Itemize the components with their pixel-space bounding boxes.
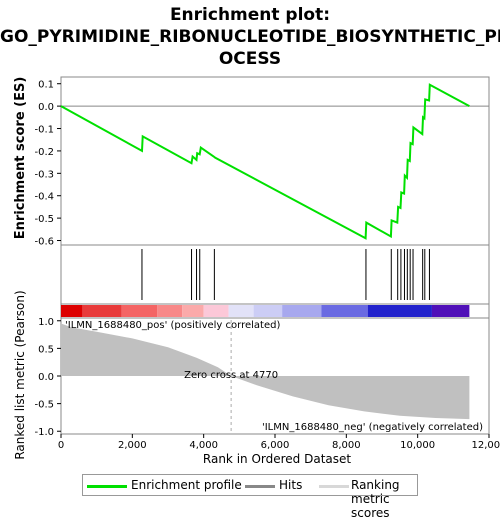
negative-correlation-label: 'ILMN_1688480_neg' (negatively correlate…: [262, 422, 483, 433]
metric-y-tick-label: -0.5: [34, 400, 54, 411]
x-tick-label: 2,000: [118, 440, 147, 451]
es-y-tick-label: -0.5: [34, 214, 54, 225]
color-bar-segment: [368, 305, 432, 317]
legend-label-enrichment-profile: Enrichment profile: [131, 478, 242, 492]
legend-swatch-enrichment-profile: [87, 485, 127, 488]
x-tick-label: 6,000: [261, 440, 290, 451]
color-bar-segment: [432, 305, 469, 317]
positive-correlation-label: 'ILMN_1688480_pos' (positively correlate…: [65, 320, 280, 331]
metric-y-tick-label: 0.0: [38, 372, 54, 383]
legend-swatch-hits: [245, 485, 275, 488]
legend-label-hits: Hits: [279, 478, 302, 492]
enrichment-plot: 0.1 0.0 -0.1 -0.2 -0.3 -0.4 -0.5 -0.6 1.0 0.5 0.0…: [0, 0, 500, 500]
color-bar-segment: [61, 305, 82, 317]
metric-y-tick-label: 0.5: [38, 344, 54, 355]
es-y-axis-label: Enrichment score (ES): [13, 77, 28, 240]
es-y-tick-label: -0.4: [34, 192, 54, 203]
color-bar-segment: [254, 305, 283, 317]
x-tick-label: 4,000: [189, 440, 218, 451]
color-bar-segment: [82, 305, 121, 317]
color-bar-segment: [157, 305, 182, 317]
es-y-tick-label: -0.2: [34, 147, 54, 158]
metric-y-axis-label: Ranked list metric (Pearson): [13, 290, 27, 459]
x-tick-label: 12,000: [472, 440, 500, 451]
metric-y-tick-label: -1.0: [34, 427, 54, 438]
es-y-tick-label: -0.3: [34, 169, 54, 180]
color-bar-segment: [122, 305, 158, 317]
metric-panel: 1.0 0.5 0.0 -0.5 -1.0 'ILMN_1688480_pos' (pos…: [34, 317, 489, 438]
es-y-tick-label: 0.0: [38, 102, 54, 113]
legend-swatch-ranking-metric: [319, 485, 349, 488]
x-axis: 0 2,000 4,000 6,000 8,000 10,000 12,000: [58, 434, 500, 451]
zero-cross-label: Zero cross at 4770: [184, 370, 278, 381]
x-axis-label: Rank in Ordered Dataset: [203, 452, 351, 466]
es-y-tick-label: -0.1: [34, 125, 54, 136]
x-tick-label: 0: [58, 440, 64, 451]
color-bar-segment: [182, 305, 203, 317]
legend-label-ranking-metric: Ranking metric scores: [351, 478, 417, 520]
hits-panel: [61, 245, 489, 304]
color-bar-segment: [282, 305, 321, 317]
legend: Enrichment profile Hits Ranking metric s…: [82, 474, 418, 496]
color-bar-panel: [61, 304, 489, 318]
es-y-tick-label: 0.1: [38, 80, 54, 91]
x-tick-label: 10,000: [400, 440, 435, 451]
x-tick-label: 8,000: [332, 440, 361, 451]
es-y-tick-label: -0.6: [34, 237, 54, 248]
es-panel: 0.1 0.0 -0.1 -0.2 -0.3 -0.4 -0.5 -0.6: [34, 77, 489, 248]
metric-y-tick-label: 1.0: [38, 317, 54, 328]
color-bar-segment: [229, 305, 254, 317]
color-bar-segment: [204, 305, 229, 317]
color-bar-segment: [321, 305, 367, 317]
